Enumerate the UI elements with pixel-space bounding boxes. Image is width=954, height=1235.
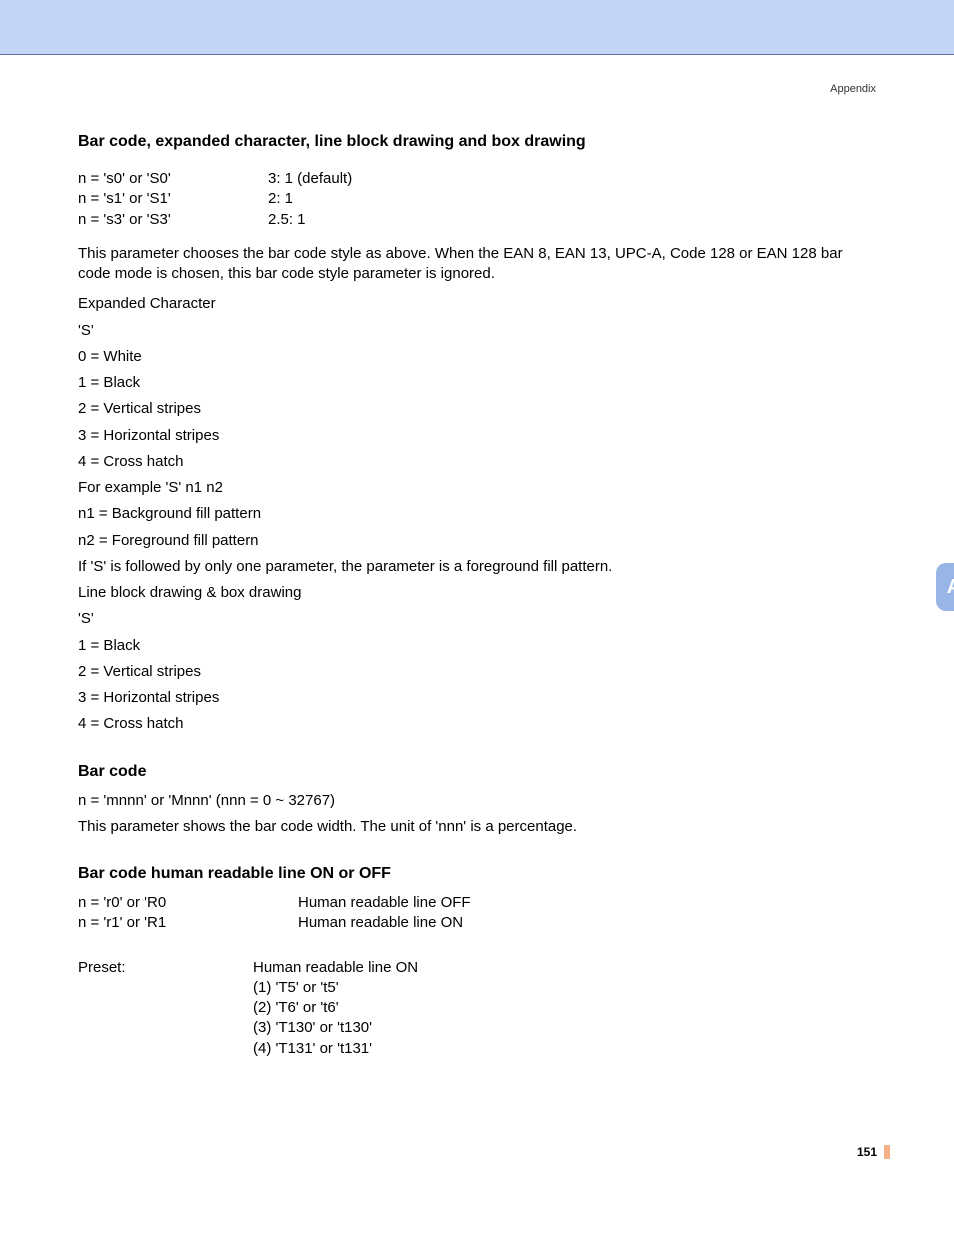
- page-content: Appendix A Bar code, expanded character,…: [0, 83, 954, 1183]
- page-number: 151: [857, 1145, 877, 1159]
- body-line: n1 = Background fill pattern: [78, 504, 876, 524]
- preset-line: (1) 'T5' or 't5': [253, 978, 418, 998]
- appendix-label: Appendix: [78, 83, 876, 95]
- cell-right: Human readable line ON: [298, 913, 463, 933]
- body-line: 2 = Vertical stripes: [78, 399, 876, 419]
- section1-heading: Bar code, expanded character, line block…: [78, 133, 876, 151]
- body-line: 1 = Black: [78, 373, 876, 393]
- body-line: If 'S' is followed by only one parameter…: [78, 557, 876, 577]
- section2-line: n = 'mnnn' or 'Mnnn' (nnn = 0 ~ 32767): [78, 791, 876, 811]
- section2-heading: Bar code: [78, 763, 876, 781]
- preset-line: (4) 'T131' or 't131': [253, 1039, 418, 1059]
- table-row: n = 'r1' or 'R1 Human readable line ON: [78, 913, 876, 933]
- body-line: 'S': [78, 609, 876, 629]
- table-row: n = 's3' or 'S3' 2.5: 1: [78, 210, 876, 230]
- table-row: n = 's1' or 'S1' 2: 1: [78, 189, 876, 209]
- section2-line: This parameter shows the bar code width.…: [78, 817, 876, 837]
- cell-right: Human readable line OFF: [298, 893, 471, 913]
- cell-right: 2.5: 1: [268, 210, 306, 230]
- body-line: 3 = Horizontal stripes: [78, 426, 876, 446]
- preset-line: Human readable line ON: [253, 958, 418, 978]
- page-number-holder: 151: [857, 1145, 890, 1159]
- body-line: 3 = Horizontal stripes: [78, 688, 876, 708]
- body-line: 1 = Black: [78, 636, 876, 656]
- preset-values: Human readable line ON (1) 'T5' or 't5' …: [253, 958, 418, 1059]
- body-line: 4 = Cross hatch: [78, 714, 876, 734]
- body-line: 4 = Cross hatch: [78, 452, 876, 472]
- body-line: Expanded Character: [78, 294, 876, 314]
- section3-table: n = 'r0' or 'R0 Human readable line OFF …: [78, 893, 876, 934]
- preset-line: (2) 'T6' or 't6': [253, 998, 418, 1018]
- section3-heading: Bar code human readable line ON or OFF: [78, 865, 876, 883]
- section1-table: n = 's0' or 'S0' 3: 1 (default) n = 's1'…: [78, 169, 876, 230]
- preset-line: (3) 'T130' or 't130': [253, 1018, 418, 1038]
- cell-left: n = 's0' or 'S0': [78, 169, 268, 189]
- table-row: n = 's0' or 'S0' 3: 1 (default): [78, 169, 876, 189]
- cell-left: n = 'r0' or 'R0: [78, 893, 298, 913]
- header-divider: [0, 54, 954, 55]
- page-number-bar: [884, 1145, 890, 1159]
- preset-block: Preset: Human readable line ON (1) 'T5' …: [78, 958, 876, 1059]
- section1-paragraph: This parameter chooses the bar code styl…: [78, 244, 876, 285]
- side-tab: A: [936, 563, 954, 611]
- body-line: For example 'S' n1 n2: [78, 478, 876, 498]
- cell-right: 3: 1 (default): [268, 169, 352, 189]
- table-row: n = 'r0' or 'R0 Human readable line OFF: [78, 893, 876, 913]
- body-line: Line block drawing & box drawing: [78, 583, 876, 603]
- body-line: 0 = White: [78, 347, 876, 367]
- body-line: n2 = Foreground fill pattern: [78, 531, 876, 551]
- cell-right: 2: 1: [268, 189, 293, 209]
- cell-left: n = 's1' or 'S1': [78, 189, 268, 209]
- header-band: [0, 0, 954, 54]
- body-line: 2 = Vertical stripes: [78, 662, 876, 682]
- preset-label: Preset:: [78, 958, 253, 1059]
- body-line: 'S': [78, 321, 876, 341]
- cell-left: n = 's3' or 'S3': [78, 210, 268, 230]
- cell-left: n = 'r1' or 'R1: [78, 913, 298, 933]
